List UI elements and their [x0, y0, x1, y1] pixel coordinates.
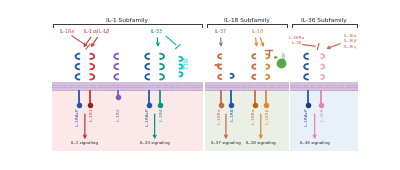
- Text: IL-1R4: IL-1R4: [186, 57, 190, 68]
- Text: IL-1 signaling: IL-1 signaling: [71, 141, 98, 145]
- Text: IL-36 Subfamily: IL-36 Subfamily: [302, 18, 347, 23]
- Bar: [290, 82, 358, 151]
- Text: soluble: soluble: [183, 56, 187, 69]
- Text: IL-36Ra: IL-36Ra: [288, 36, 304, 40]
- Text: IL-18BP: IL-18BP: [283, 50, 287, 65]
- Text: IL-1RAcP: IL-1RAcP: [304, 107, 308, 126]
- Bar: [290, 82, 358, 91]
- Bar: [52, 82, 204, 151]
- Text: IL-1Ra: IL-1Ra: [60, 29, 75, 35]
- Text: IL-1RAcP: IL-1RAcP: [146, 107, 150, 126]
- Text: IL-18Rα: IL-18Rα: [252, 107, 256, 124]
- Text: IL-36$\alpha$: IL-36$\alpha$: [343, 32, 358, 39]
- Text: IL-1R2: IL-1R2: [116, 107, 120, 121]
- Text: IL-33 signaling: IL-33 signaling: [140, 141, 170, 145]
- Text: IL-1R8: IL-1R8: [230, 107, 234, 121]
- Text: IL-18 signaling: IL-18 signaling: [246, 141, 276, 145]
- Text: IL-1R1: IL-1R1: [90, 107, 94, 121]
- Text: IL-36 signaling: IL-36 signaling: [300, 141, 330, 145]
- Text: IL-37 signaling: IL-37 signaling: [211, 141, 241, 145]
- Text: IL-18Rβ: IL-18Rβ: [266, 107, 270, 124]
- Text: IL-36R: IL-36R: [321, 107, 325, 121]
- Bar: [205, 82, 289, 91]
- Text: IL-36$\gamma$: IL-36$\gamma$: [343, 42, 358, 51]
- Text: IL-18: IL-18: [252, 29, 264, 35]
- Text: IL-1R4: IL-1R4: [160, 107, 164, 121]
- Text: IL-1$\alpha$/IL-1$\beta$: IL-1$\alpha$/IL-1$\beta$: [82, 27, 110, 36]
- Text: IL-18Rα: IL-18Rα: [218, 107, 222, 124]
- Text: IL-38: IL-38: [291, 41, 302, 45]
- Text: IL-37: IL-37: [214, 29, 226, 35]
- Text: IL-36$\beta$: IL-36$\beta$: [343, 37, 358, 45]
- Text: IL-18 Subfamily: IL-18 Subfamily: [224, 18, 270, 23]
- Text: IL-1 Subfamily: IL-1 Subfamily: [106, 18, 148, 23]
- Bar: [52, 82, 204, 91]
- Text: IL-33: IL-33: [151, 29, 163, 35]
- Bar: [205, 82, 289, 151]
- Text: IL-1RAcP: IL-1RAcP: [76, 107, 80, 126]
